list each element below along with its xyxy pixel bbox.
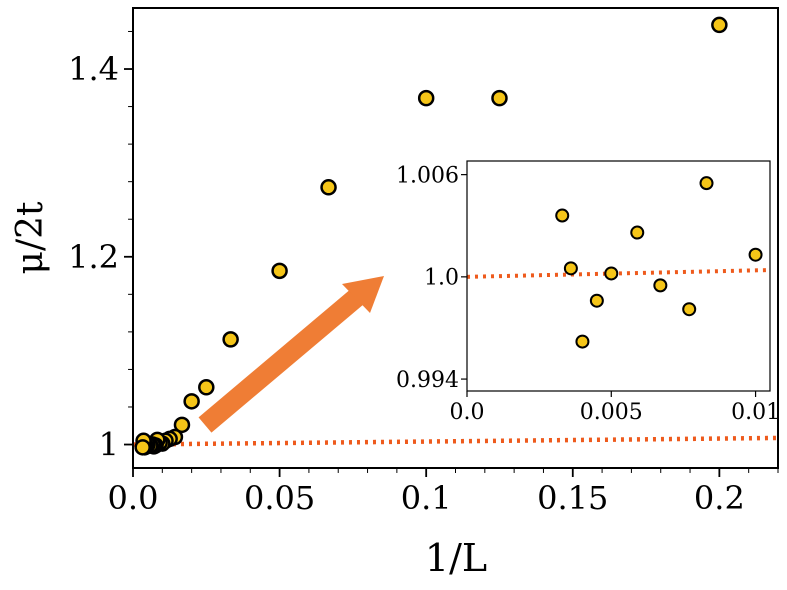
main-y-tick-label: 1.4 [68,50,119,88]
main-x-axis: 0.0 0.05 0.1 0.15 0.2 [108,468,779,517]
inset-point [563,261,578,276]
main-point [491,89,508,107]
zoom-arrow-head [342,276,384,313]
inset-y-tick-label: 0.994 [396,368,459,393]
main-fit-line-path [132,435,779,447]
x-axis-label: 1/L [425,536,487,580]
main-x-tick-label: 0.2 [694,479,745,517]
main-point [198,379,215,396]
inset-y-tick-label: 1.0 [424,266,459,291]
inset-point [555,208,570,223]
inset-point [748,247,763,262]
inset-y-axis: 0.994 1.0 1.006 [396,163,467,393]
inset-point [575,334,590,349]
main-plot: 0.0 0.05 0.1 0.15 0.2 1 1.2 1.4 1/L μ/2t [10,7,779,580]
inset-point [653,278,668,293]
main-y-tick-label: 1.2 [68,238,119,276]
inset-x-tick-label: 0.01 [731,400,780,425]
zoom-arrow [198,276,384,433]
inset-y-tick-label: 1.006 [396,163,459,188]
main-x-tick-label: 0.15 [537,479,608,517]
main-point [711,16,728,34]
main-x-tick-label: 0.05 [244,479,315,517]
main-point [320,179,337,196]
inset-point [589,293,604,308]
main-fit-line [132,435,779,447]
y-axis-label: μ/2t [10,201,51,274]
zoom-arrow-shaft [198,288,365,433]
inset-plot: 0.0 0.005 0.01 0.994 1.0 1.006 [396,160,780,425]
main-y-axis: 1 1.2 1.4 [68,30,133,464]
inset-point [630,225,645,240]
inset-point [699,176,714,191]
inset-point [604,266,619,281]
inset-background [467,161,770,391]
main-x-tick-label: 0.1 [401,479,452,517]
main-x-tick-label: 0.0 [108,479,159,517]
inset-x-axis: 0.0 0.005 0.01 [450,391,780,425]
main-point [173,416,191,434]
main-points [134,16,728,456]
main-point [222,331,239,348]
inset-x-tick-label: 0.0 [450,400,485,425]
inset-point [682,302,697,317]
inset-x-tick-label: 0.005 [580,400,643,425]
inset-fit-line [466,268,771,279]
main-point [417,89,435,107]
inset-frame [466,160,771,392]
main-point [183,393,200,410]
inset-fit-line-path [466,268,771,279]
main-y-tick-label: 1 [99,426,119,464]
main-point [271,262,288,280]
inset-points [555,176,763,349]
main-point [134,439,151,456]
